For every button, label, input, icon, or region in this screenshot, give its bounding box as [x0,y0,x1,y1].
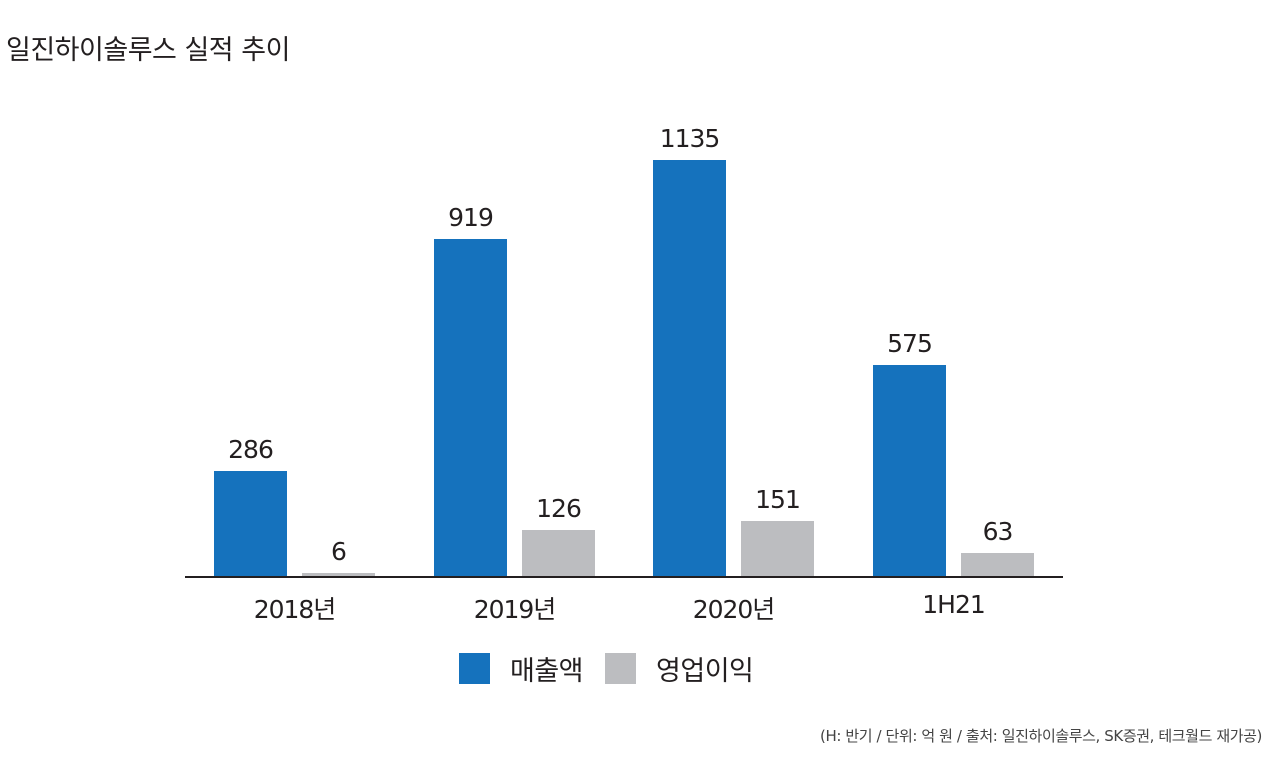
bar-operating-profit-1 [522,530,595,576]
x-tick-label: 2019년 [473,595,557,624]
bar-revenue-1 [434,239,507,576]
value-label: 6 [331,537,347,566]
bar-revenue-2 [653,160,726,576]
value-label: 575 [887,329,933,358]
bar-operating-profit-0 [302,573,375,576]
value-label: 63 [982,517,1014,546]
legend-swatch-revenue [459,653,490,684]
value-label: 151 [755,485,801,514]
chart-title: 일진하이솔루스 실적 추이 [6,35,290,66]
value-label: 126 [536,494,582,523]
bar-operating-profit-2 [741,521,814,576]
legend-label-revenue: 매출액 [510,656,584,687]
bar-revenue-0 [214,471,287,576]
source-note: (H: 반기 / 단위: 억 원 / 출처: 일진하이솔루스, SK증권, 테크… [820,727,1262,745]
x-tick-label: 2018년 [253,595,337,624]
value-label: 1135 [659,124,721,153]
value-label: 286 [228,435,274,464]
legend-label-operating-profit: 영업이익 [656,656,754,687]
value-label: 919 [448,203,494,232]
legend-swatch-operating-profit [605,653,637,684]
legend-item-operating-profit: 영업이익 [605,649,754,688]
bar-operating-profit-3 [961,553,1034,576]
x-tick-label: 2020년 [692,595,776,624]
x-tick-label: 1H21 [922,590,986,619]
chart-legend: 매출액 영업이익 [459,649,775,688]
bar-revenue-3 [873,365,946,576]
legend-item-revenue: 매출액 [459,649,584,688]
x-axis-line [185,576,1063,578]
